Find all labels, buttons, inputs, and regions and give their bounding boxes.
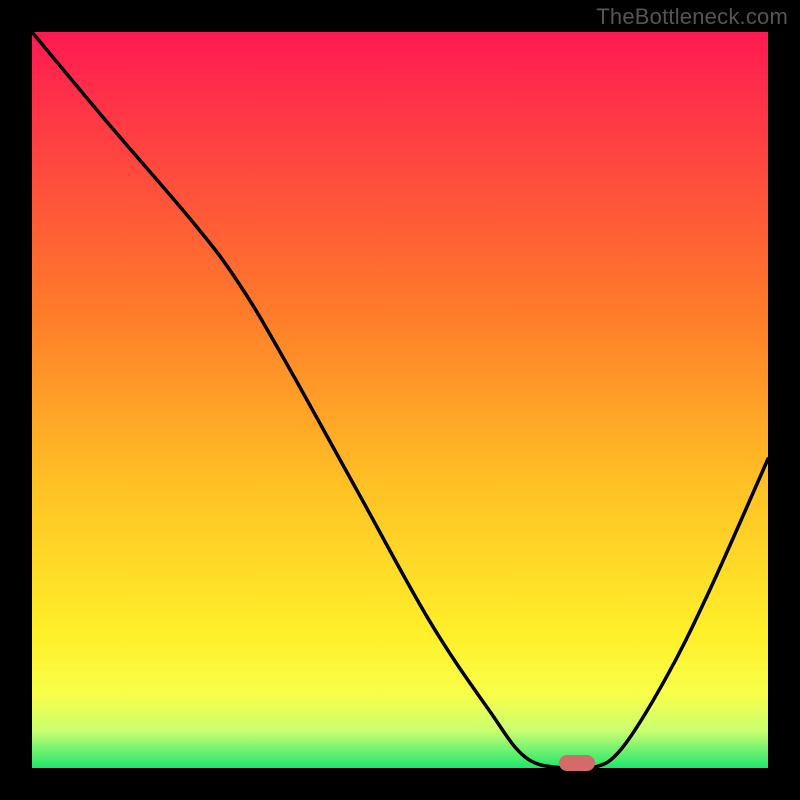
chart-container: { "watermark": { "text": "TheBottleneck.… — [0, 0, 800, 800]
watermark-text: TheBottleneck.com — [596, 4, 788, 30]
plot-area — [32, 32, 768, 768]
bottleneck-curve — [32, 32, 768, 768]
optimum-marker — [559, 755, 595, 771]
curve-path — [32, 32, 768, 768]
